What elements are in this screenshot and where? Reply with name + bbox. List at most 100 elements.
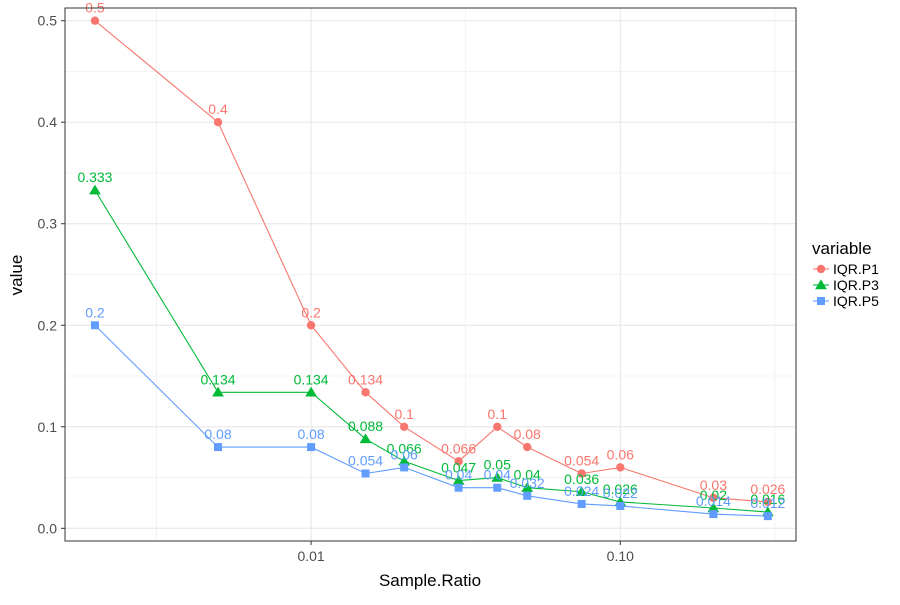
data-point-IQR.P3 <box>491 471 504 482</box>
data-label-IQR.P1: 0.4 <box>208 101 228 117</box>
panel-border <box>64 7 797 542</box>
data-point-IQR.P1 <box>493 422 502 431</box>
data-label-IQR.P5: 0.04 <box>484 467 511 483</box>
data-label-IQR.P3: 0.02 <box>700 487 727 503</box>
major-gridlines <box>65 8 796 541</box>
data-point-IQR.P3 <box>359 433 372 444</box>
data-point-IQR.P5 <box>523 491 532 500</box>
data-point-IQR.P1 <box>361 388 370 397</box>
data-point-IQR.P3 <box>521 482 534 492</box>
data-point-IQR.P5 <box>577 499 586 508</box>
data-point-IQR.P5 <box>214 443 223 452</box>
y-tick-label: 0.3 <box>38 216 58 232</box>
data-label-IQR.P3: 0.04 <box>514 467 541 483</box>
data-label-IQR.P5: 0.08 <box>204 426 231 442</box>
data-point-IQR.P3 <box>212 386 224 397</box>
data-point-IQR.P3 <box>398 455 411 466</box>
data-point-IQR.P1 <box>399 422 409 431</box>
data-label-IQR.P5: 0.054 <box>348 452 383 468</box>
data-point-IQR.P1 <box>90 16 100 25</box>
data-label-IQR.P3: 0.066 <box>387 440 422 456</box>
data-point-IQR.P1 <box>763 497 773 507</box>
data-label-IQR.P5: 0.012 <box>750 495 785 511</box>
x-axis: 0.01 0.10 <box>297 541 634 564</box>
data-label-IQR.P5: 0.014 <box>696 493 731 509</box>
data-label-IQR.P1: 0.2 <box>301 304 321 320</box>
data-label-IQR.P1: 0.026 <box>750 481 785 497</box>
x-tick-label: 0.10 <box>607 548 634 564</box>
data-label-IQR.P5: 0.032 <box>510 475 545 491</box>
legend-title: variable <box>812 239 872 258</box>
series-line-IQR.P3 <box>94 189 768 513</box>
data-label-IQR.P1: 0.054 <box>564 452 599 468</box>
data-label-IQR.P3: 0.088 <box>348 418 383 434</box>
y-tick-label: 0.1 <box>38 419 58 435</box>
data-point-IQR.P3 <box>452 474 465 485</box>
data-label-IQR.P5: 0.2 <box>85 304 105 320</box>
legend-key-marker <box>815 279 827 290</box>
data-point-IQR.P3 <box>575 486 588 496</box>
x-axis-title: Sample.Ratio <box>379 571 481 590</box>
x-tick-label: 0.01 <box>297 548 324 564</box>
data-label-IQR.P1: 0.06 <box>607 446 634 462</box>
data-point-IQR.P5 <box>454 483 463 492</box>
series-line-IQR.P1 <box>94 20 768 503</box>
data-label-IQR.P1: 0.1 <box>488 406 508 422</box>
y-axis: 0.0 0.1 0.2 0.3 0.4 0.5 <box>38 13 65 536</box>
data-label-IQR.P3: 0.134 <box>200 371 235 387</box>
data-label-IQR.P1: 0.08 <box>514 426 541 442</box>
data-point-IQR.P5 <box>709 510 718 519</box>
data-label-IQR.P3: 0.047 <box>441 460 476 476</box>
series-line-IQR.P5 <box>94 324 768 517</box>
legend-key-marker <box>817 297 825 305</box>
series-layer <box>89 16 774 521</box>
data-point-IQR.P5 <box>90 321 99 330</box>
legend-key-marker <box>816 264 826 274</box>
y-tick-label: 0.2 <box>38 317 58 333</box>
y-axis-title: value <box>7 255 26 296</box>
data-label-IQR.P5: 0.024 <box>564 483 599 499</box>
data-point-IQR.P1 <box>213 118 223 127</box>
legend-item-IQR.P3: IQR.P3 <box>813 277 879 293</box>
y-tick-label: 0.4 <box>38 114 58 130</box>
data-label-IQR.P1: 0.066 <box>441 440 476 456</box>
data-point-IQR.P1 <box>454 457 463 466</box>
data-label-IQR.P5: 0.06 <box>391 446 418 462</box>
data-label-IQR.P5: 0.022 <box>603 485 638 501</box>
data-label-IQR.P3: 0.026 <box>603 481 638 497</box>
data-label-IQR.P3: 0.05 <box>484 457 511 473</box>
data-label-IQR.P3: 0.333 <box>77 169 112 185</box>
y-tick-label: 0.0 <box>38 520 58 536</box>
data-label-IQR.P3: 0.134 <box>294 371 329 387</box>
y-tick-label: 0.5 <box>38 13 58 29</box>
data-point-IQR.P1 <box>616 463 625 472</box>
data-label-IQR.P3: 0.036 <box>564 471 599 487</box>
series-IQR.P1 <box>90 16 773 507</box>
data-label-IQR.P5: 0.08 <box>297 426 324 442</box>
data-point-IQR.P5 <box>400 463 409 472</box>
data-point-IQR.P5 <box>307 443 316 452</box>
data-point-IQR.P1 <box>523 442 532 452</box>
data-point-IQR.P5 <box>763 512 772 521</box>
data-label-IQR.P3: 0.016 <box>750 491 785 507</box>
legend-label: IQR.P1 <box>833 261 879 277</box>
data-point-IQR.P5 <box>616 501 625 510</box>
data-point-IQR.P1 <box>306 321 316 330</box>
data-point-IQR.P3 <box>707 502 720 513</box>
legend-label: IQR.P3 <box>833 277 879 293</box>
legend-label: IQR.P5 <box>833 293 879 309</box>
data-label-IQR.P1: 0.03 <box>700 477 727 493</box>
legend-item-IQR.P5: IQR.P5 <box>813 293 879 309</box>
series-IQR.P5 <box>90 321 772 521</box>
data-point-IQR.P1 <box>709 493 718 503</box>
data-label-IQR.P1: 0.1 <box>394 406 414 422</box>
data-point-IQR.P5 <box>361 469 370 478</box>
